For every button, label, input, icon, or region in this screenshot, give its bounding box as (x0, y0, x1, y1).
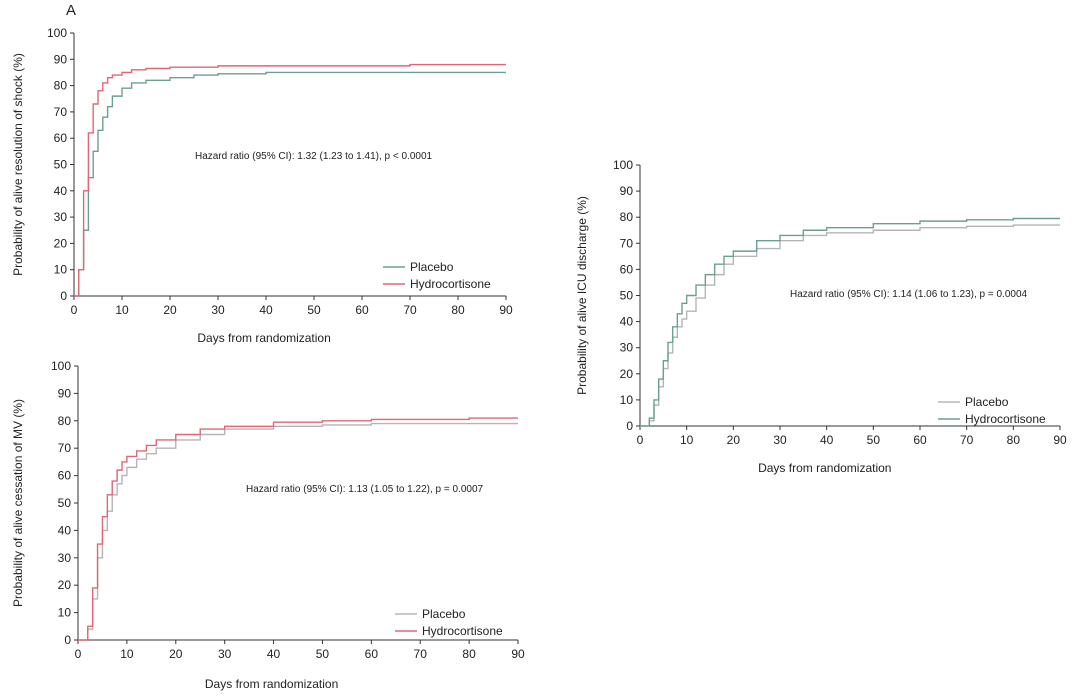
y-tick-label: 80 (620, 210, 634, 224)
legend-label: Hydrocortisone (410, 277, 491, 291)
x-tick-label: 60 (355, 303, 369, 317)
x-tick-label: 20 (163, 303, 177, 317)
legend-label: Hydrocortisone (965, 412, 1046, 426)
x-tick-label: 30 (218, 647, 232, 661)
hazard-ratio-annotation: Hazard ratio (95% CI): 1.13 (1.05 to 1.2… (246, 484, 484, 495)
y-tick-label: 70 (58, 441, 72, 455)
y-tick-label: 20 (620, 367, 634, 381)
y-tick-label: 50 (620, 289, 634, 303)
x-axis-label: Days from randomization (197, 331, 330, 345)
legend-label: Placebo (422, 607, 466, 621)
y-tick-label: 100 (51, 359, 71, 373)
x-tick-label: 20 (169, 647, 183, 661)
y-axis-label: Probability of alive cessation of MV (%) (11, 399, 25, 607)
y-tick-label: 50 (58, 496, 72, 510)
y-tick-label: 10 (58, 606, 72, 620)
y-tick-label: 20 (58, 578, 72, 592)
x-tick-label: 70 (403, 303, 417, 317)
y-tick-label: 60 (58, 469, 72, 483)
y-tick-label: 100 (47, 26, 67, 40)
x-tick-label: 40 (820, 433, 834, 447)
y-tick-label: 20 (54, 236, 68, 250)
x-tick-label: 40 (267, 647, 281, 661)
series-line-placebo (78, 422, 518, 641)
x-tick-label: 0 (75, 647, 82, 661)
legend-label: Hydrocortisone (422, 624, 503, 638)
x-tick-label: 30 (211, 303, 225, 317)
x-tick-label: 70 (960, 433, 974, 447)
x-tick-label: 40 (259, 303, 273, 317)
x-tick-label: 0 (637, 433, 644, 447)
y-tick-label: 10 (54, 263, 68, 277)
x-tick-label: 80 (1007, 433, 1021, 447)
x-tick-label: 80 (451, 303, 465, 317)
y-tick-label: 90 (58, 386, 72, 400)
y-tick-label: 40 (54, 184, 68, 198)
x-tick-label: 0 (71, 303, 78, 317)
y-tick-label: 70 (54, 105, 68, 119)
y-tick-label: 90 (620, 184, 634, 198)
x-tick-label: 90 (499, 303, 513, 317)
y-tick-label: 30 (58, 551, 72, 565)
y-axis-label: Probability of alive resolution of shock… (11, 53, 25, 276)
y-tick-label: 0 (60, 289, 67, 303)
x-tick-label: 70 (414, 647, 428, 661)
y-tick-label: 30 (620, 341, 634, 355)
y-tick-label: 80 (58, 414, 72, 428)
legend-label: Placebo (410, 260, 454, 274)
series-line-hydrocortisone (78, 417, 518, 641)
panel-letter: A (66, 2, 77, 19)
y-tick-label: 60 (54, 131, 68, 145)
y-tick-label: 50 (54, 158, 68, 172)
x-tick-label: 60 (365, 647, 379, 661)
x-tick-label: 50 (316, 647, 330, 661)
x-tick-label: 90 (511, 647, 525, 661)
y-tick-label: 10 (620, 393, 634, 407)
y-tick-label: 30 (54, 210, 68, 224)
x-axis-label: Days from randomization (205, 677, 338, 691)
x-axis-label: Days from randomization (758, 461, 891, 475)
icu-discharge-chart: 0 10 20 30 40 50 60 70 80 90 0 10 20 30 40 50 60 70 80 90 10… (575, 158, 1067, 475)
x-tick-label: 20 (727, 433, 741, 447)
y-tick-label: 100 (613, 158, 633, 172)
y-tick-label: 40 (620, 315, 634, 329)
mv-cessation-chart: 0 10 20 30 40 50 60 70 80 90 0 10 20 30 40 50 60 70 80 90 10… (11, 359, 525, 691)
series-line-hydrocortisone (640, 217, 1060, 427)
shock-resolution-chart: 0 10 20 30 40 50 60 70 80 90 0 10 20 30 40 50 60 70 80 90 10… (11, 26, 513, 345)
y-tick-label: 40 (58, 523, 72, 537)
x-tick-label: 80 (462, 647, 476, 661)
y-tick-label: 70 (620, 236, 634, 250)
legend-label: Placebo (965, 395, 1009, 409)
series-line-hydrocortisone (74, 63, 506, 297)
y-tick-label: 60 (620, 262, 634, 276)
y-tick-label: 80 (54, 79, 68, 93)
x-tick-label: 50 (867, 433, 881, 447)
y-tick-label: 90 (54, 52, 68, 66)
x-tick-label: 60 (913, 433, 927, 447)
x-tick-label: 30 (773, 433, 787, 447)
hazard-ratio-annotation: Hazard ratio (95% CI): 1.32 (1.23 to 1.4… (195, 151, 433, 162)
y-axis-label: Probability of alive ICU discharge (%) (575, 196, 589, 395)
x-tick-label: 10 (120, 647, 134, 661)
y-tick-label: 0 (64, 633, 71, 647)
x-tick-label: 10 (115, 303, 129, 317)
x-tick-label: 90 (1053, 433, 1067, 447)
x-tick-label: 50 (307, 303, 321, 317)
hazard-ratio-annotation: Hazard ratio (95% CI): 1.14 (1.06 to 1.2… (790, 289, 1028, 300)
y-tick-label: 0 (626, 419, 633, 433)
x-tick-label: 10 (680, 433, 694, 447)
